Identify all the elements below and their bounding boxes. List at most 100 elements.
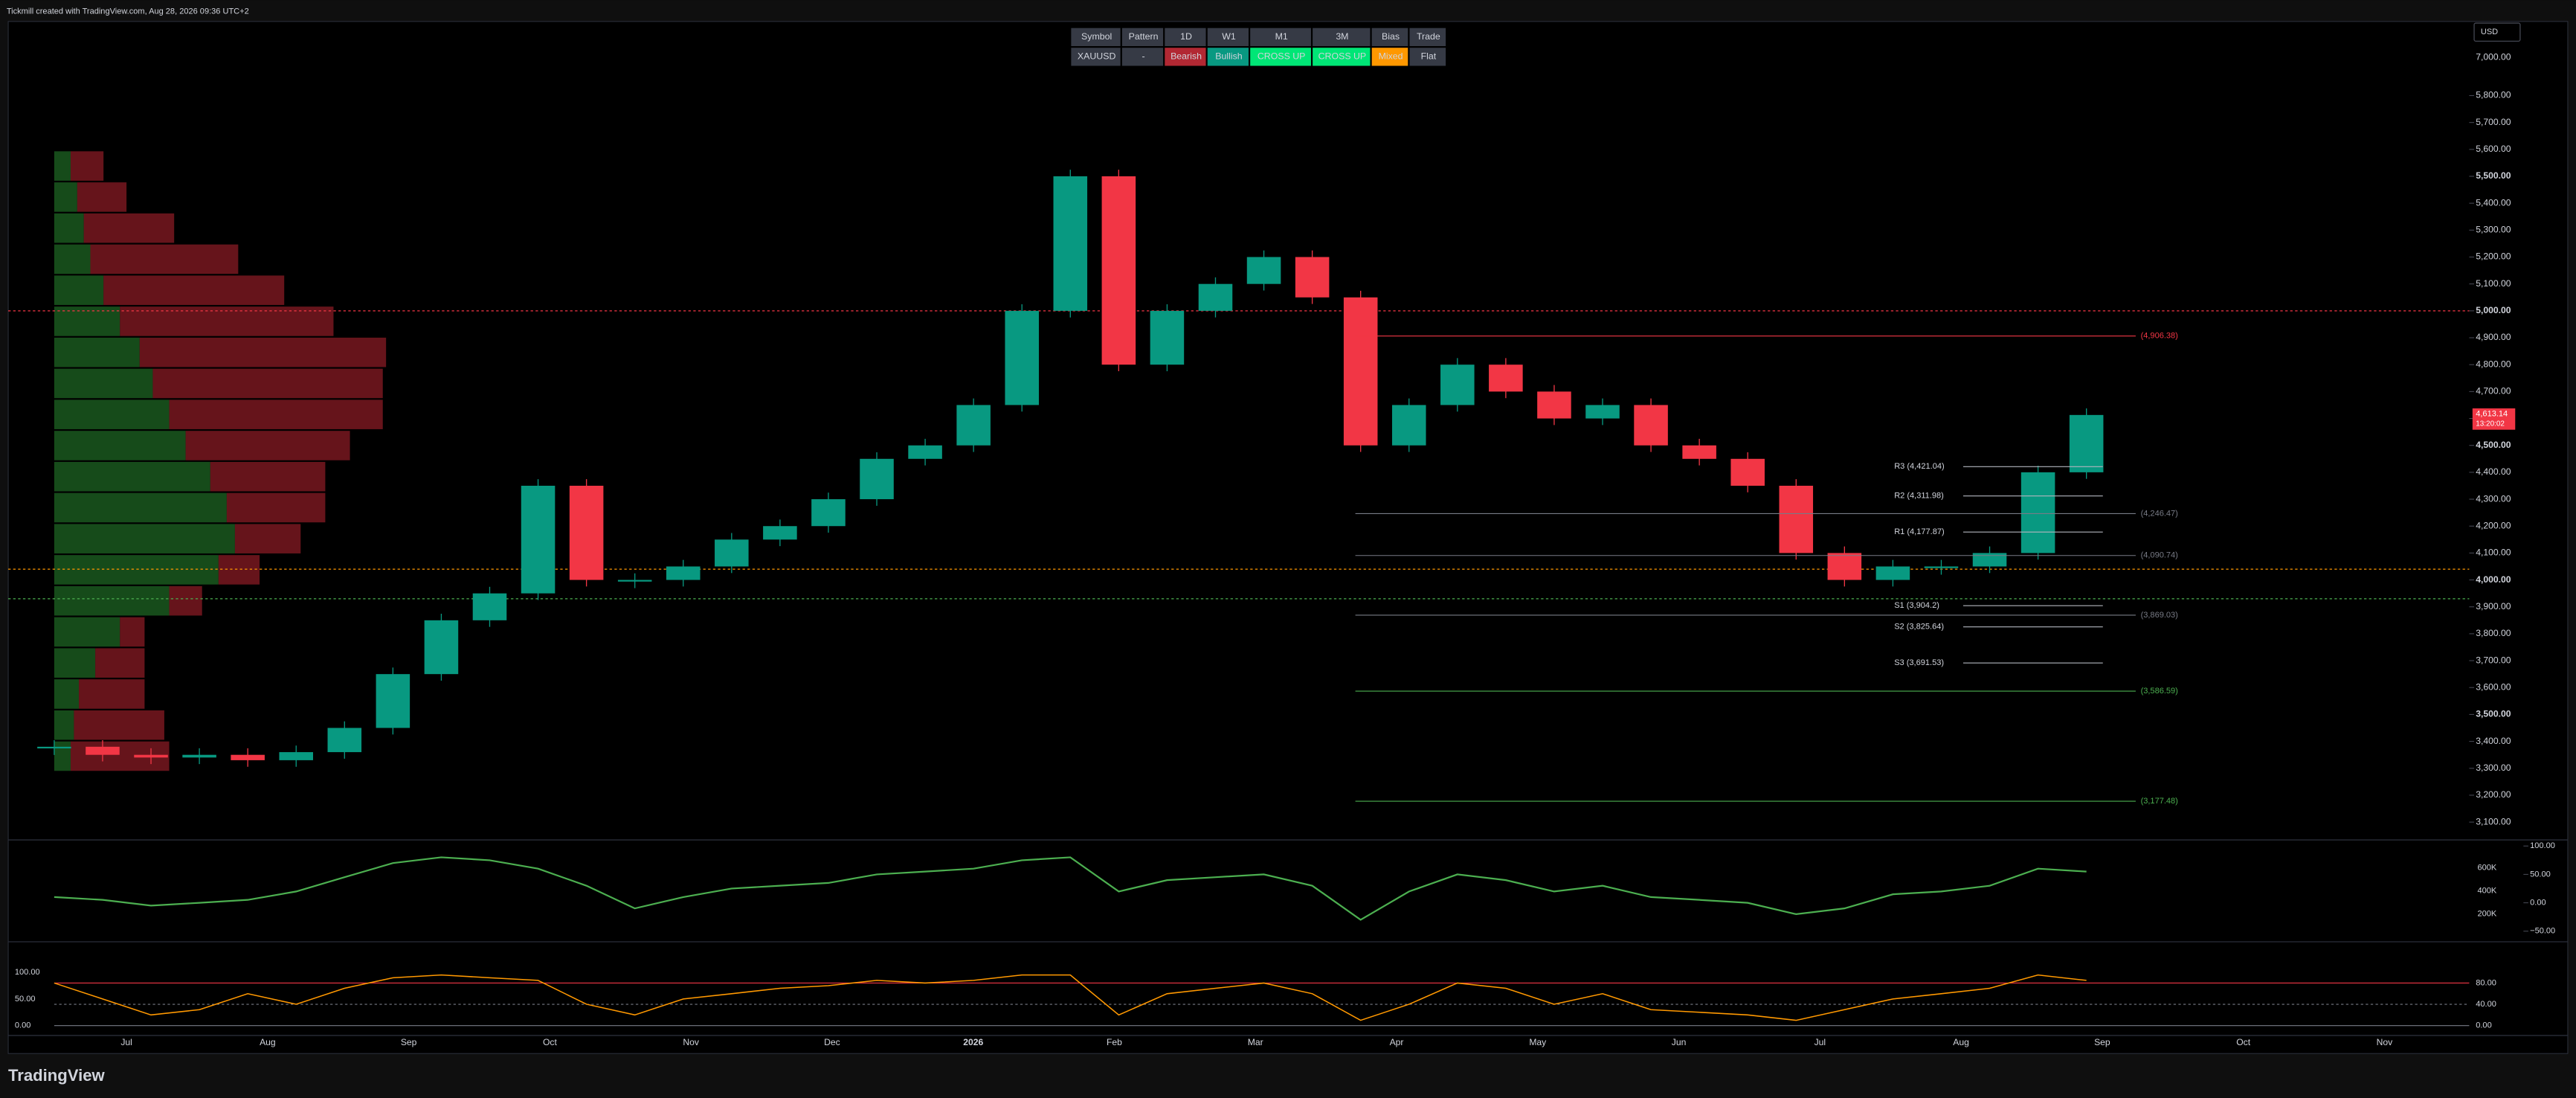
table-cell	[1313, 48, 1371, 66]
profile-buy	[54, 555, 219, 585]
p2-tick-label: 50.00	[2530, 870, 2551, 879]
table-header: Pattern	[1129, 31, 1159, 42]
table-header: 3M	[1336, 31, 1348, 42]
volume-tick-label: 200K	[2477, 909, 2496, 918]
profile-buy	[54, 741, 71, 771]
zone-label: (4,246.47)	[2141, 509, 2178, 518]
profile-buy	[54, 368, 153, 399]
x-tick-label: May	[1529, 1037, 1547, 1047]
candle	[37, 746, 71, 749]
y-tick-label: 4,100.00	[2476, 548, 2511, 558]
profile-sell	[79, 679, 145, 709]
candle	[1924, 566, 1959, 568]
volume-tick-label: 600K	[2477, 864, 2496, 873]
y-tick-label: 5,100.00	[2476, 278, 2511, 289]
candle	[1053, 176, 1088, 311]
y-tick-label: 5,000.00	[2476, 305, 2511, 315]
x-tick-label: Jun	[1672, 1037, 1687, 1047]
profile-buy	[54, 585, 170, 616]
profile-sell	[139, 337, 387, 367]
table-header-cell	[1250, 28, 1311, 46]
currency-box[interactable]	[2473, 22, 2521, 42]
zone-label: (3,869.03)	[2141, 611, 2178, 620]
p2-tick-label: 0.00	[2530, 898, 2546, 907]
profile-buy	[54, 524, 235, 553]
table-header: M1	[1275, 31, 1288, 42]
profile-buy	[54, 431, 186, 460]
profile-sell	[226, 492, 326, 523]
profile-sell	[169, 585, 202, 616]
candle	[424, 620, 459, 675]
candle	[376, 674, 410, 728]
y-tick-label: 4,500.00	[2476, 440, 2511, 450]
stoch-line	[54, 974, 2087, 1021]
zone-label: (3,586.59)	[2141, 687, 2178, 696]
volume-tick-label: 400K	[2477, 886, 2496, 895]
table-cell	[1121, 48, 1164, 66]
table-value: -	[1142, 51, 1145, 62]
x-tick-label: Sep	[401, 1037, 417, 1047]
zone-label: (4,906.38)	[2141, 332, 2178, 341]
profile-sell	[218, 555, 260, 585]
profile-sell	[185, 431, 350, 460]
profile-buy	[54, 182, 77, 212]
x-tick-label: Feb	[1107, 1037, 1122, 1047]
x-tick-label: Nov	[2377, 1037, 2394, 1047]
candle	[1005, 310, 1039, 405]
profile-sell	[70, 151, 104, 181]
candle	[666, 566, 701, 580]
y-tick-label: 4,400.00	[2476, 466, 2511, 477]
candle	[908, 445, 942, 459]
y-tick-label: 5,400.00	[2476, 197, 2511, 208]
profile-sell	[103, 275, 285, 305]
candle	[1101, 176, 1136, 365]
x-tick-label: Mar	[1248, 1037, 1263, 1047]
x-tick-label: Jul	[1815, 1037, 1826, 1047]
candle	[617, 580, 652, 582]
momentum-line	[54, 856, 2087, 921]
y-tick-label: 3,500.00	[2476, 709, 2511, 719]
profile-sell	[120, 306, 334, 336]
caption: Tickmill created with TradingView.com, A…	[7, 7, 249, 16]
y-tick-label: 4,800.00	[2476, 359, 2511, 369]
table-value: Bullish	[1215, 51, 1243, 62]
y-tick-label: 4,900.00	[2476, 332, 2511, 342]
p3-right-label: 0.00	[2476, 1021, 2491, 1030]
y-tick-label: 3,300.00	[2476, 762, 2511, 773]
table-value: Bearish	[1171, 51, 1202, 62]
profile-buy	[54, 306, 120, 336]
table-value: CROSS UP	[1318, 51, 1367, 62]
candle	[231, 754, 265, 760]
table-cell	[1409, 48, 1446, 66]
profile-buy	[54, 337, 140, 367]
x-tick-label: Nov	[683, 1037, 700, 1047]
y-tick-label: 4,700.00	[2476, 386, 2511, 396]
table-header-cell	[1165, 28, 1206, 46]
y-tick-label: 3,200.00	[2476, 789, 2511, 800]
y-tick-label: 5,500.00	[2476, 170, 2511, 181]
y-tick-label: 5,700.00	[2476, 117, 2511, 127]
profile-sell	[210, 461, 326, 492]
p3-left-label: 50.00	[15, 995, 36, 1004]
y-tick-label: 3,100.00	[2476, 816, 2511, 826]
candle	[1972, 553, 2007, 567]
x-tick-label: Sep	[2094, 1037, 2110, 1047]
candle	[1391, 405, 1426, 446]
currency[interactable]: USD	[2481, 28, 2498, 36]
price-tag-label: 4,613.14	[2476, 410, 2508, 419]
y-tick-label: 3,700.00	[2476, 655, 2511, 665]
candle	[521, 485, 556, 594]
y-tick-label: 5,800.00	[2476, 90, 2511, 100]
p3-left-label: 100.00	[15, 968, 40, 977]
candle	[1343, 297, 1378, 446]
profile-buy	[54, 213, 84, 243]
profile-sell	[152, 368, 383, 399]
p3-left-label: 0.00	[15, 1021, 30, 1030]
profile-buy	[54, 151, 71, 181]
candle	[1585, 405, 1620, 419]
table-header: Trade	[1417, 31, 1440, 42]
pivot-label: R3 (4,421.04)	[1894, 462, 1944, 471]
table-cell	[1371, 48, 1408, 66]
y-tick-label: 3,400.00	[2476, 736, 2511, 746]
price-tag	[2472, 408, 2516, 430]
